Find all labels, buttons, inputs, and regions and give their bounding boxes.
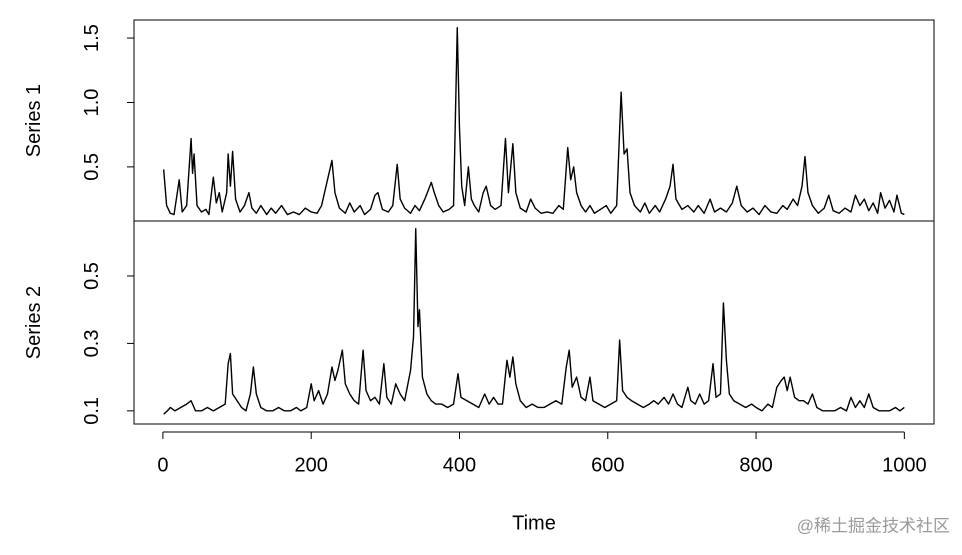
x-tick-label: 600 [591, 454, 624, 476]
plot-frame [133, 220, 935, 425]
x-tick-label: 200 [295, 454, 328, 476]
x-tick-label: 0 [157, 454, 168, 476]
y-axis-label: Series 1 [23, 84, 45, 157]
y-tick-label: 0.5 [81, 153, 103, 181]
y-tick-label: 1.5 [81, 24, 103, 52]
y-axis-label: Series 2 [23, 286, 45, 359]
y-tick-label: 0.5 [81, 262, 103, 290]
x-tick-label: 800 [739, 454, 772, 476]
series-line [163, 228, 905, 415]
y-tick-label: 0.3 [81, 330, 103, 358]
series-line [162, 27, 905, 216]
x-tick-label: 1000 [882, 454, 927, 476]
y-tick-label: 1.0 [81, 89, 103, 117]
y-tick-label: 0.1 [81, 397, 103, 425]
x-axis-label: Time [512, 512, 556, 534]
x-tick-label: 400 [443, 454, 476, 476]
plot-frame [133, 19, 935, 222]
watermark: @稀土掘金技术社区 [797, 516, 950, 535]
